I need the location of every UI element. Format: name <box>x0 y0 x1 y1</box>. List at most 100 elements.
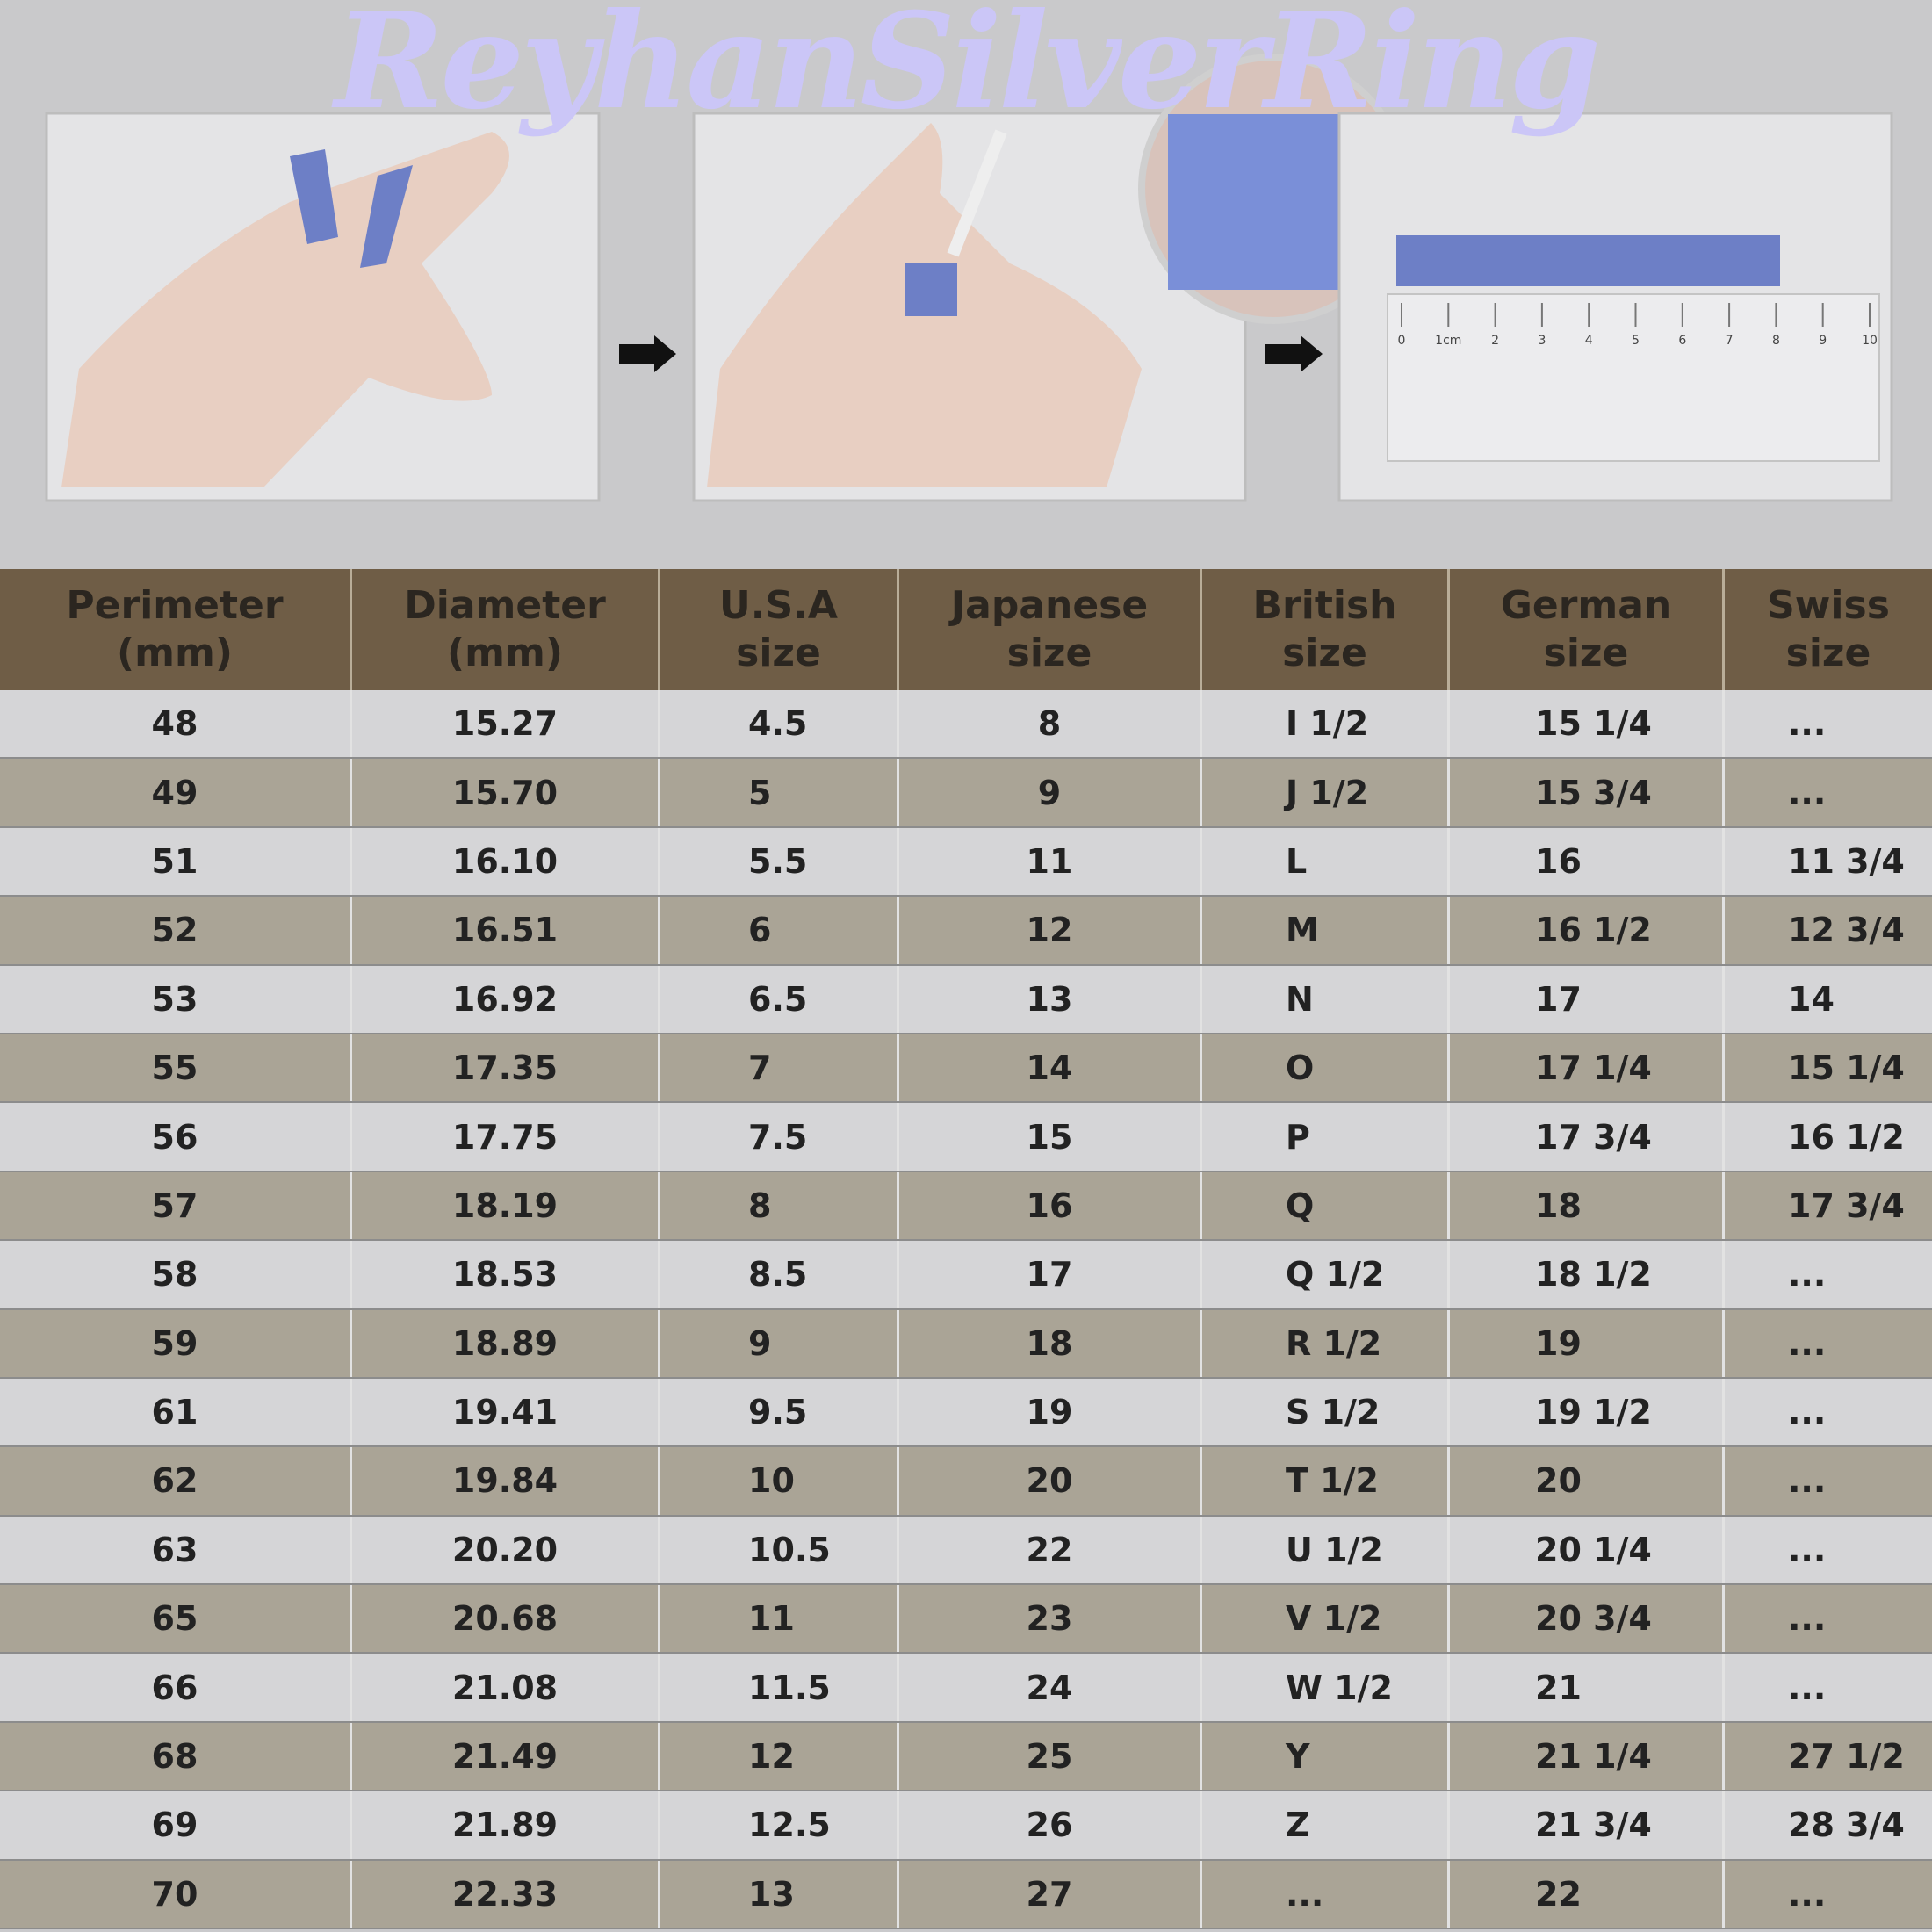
table-cell: 11 <box>899 827 1202 896</box>
header-text: Perimeter <box>66 583 284 628</box>
ruler-label: 2 <box>1491 334 1499 348</box>
table-cell: 18 <box>899 1309 1202 1377</box>
table-cell: 14 <box>1788 979 1835 1019</box>
table-cell: M <box>1202 897 1450 964</box>
header-text: size <box>1785 631 1871 675</box>
table-cell: 11.5 <box>660 1654 899 1721</box>
table-cell: 9 <box>660 1309 899 1377</box>
table-row: 56 17.75 7.5 15 P 17 3/4 16 1/2 <box>0 1103 1932 1172</box>
table-cell: ... <box>1788 1874 1827 1914</box>
table-cell: 20 1/4 <box>1450 1516 1725 1584</box>
table-cell: 69 <box>0 1791 352 1859</box>
table-row: 58 18.53 8.5 17 Q 1/2 18 1/2... <box>0 1241 1932 1310</box>
header-text: (mm) <box>117 631 233 675</box>
table-row: 69 21.89 12.5 26 Z 21 3/4 28 3/4 <box>0 1791 1932 1861</box>
table-cell: 17.75 <box>352 1103 660 1171</box>
table-cell: ... <box>1788 1461 1827 1501</box>
table-cell: 53 <box>0 965 352 1033</box>
table-cell: 27 <box>899 1860 1202 1928</box>
table-cell: 20 <box>1450 1447 1725 1515</box>
header-text: (mm) <box>447 631 563 675</box>
table-cell: 8 <box>660 1171 899 1240</box>
table-cell: 23 <box>899 1585 1202 1653</box>
table-cell: 66 <box>0 1654 352 1721</box>
table-row: 57 18.19 8 16 Q 18 17 3/4 <box>0 1171 1932 1242</box>
table-cell: 21.49 <box>352 1722 660 1791</box>
ruler-label: 1cm <box>1435 334 1461 348</box>
header-text: Swiss <box>1767 583 1890 628</box>
table-cell: 17 <box>1450 965 1725 1033</box>
table-cell: 19 <box>1450 1309 1725 1377</box>
table-cell: 12 <box>899 897 1202 964</box>
table-cell: ... <box>1788 1393 1827 1432</box>
table-cell: ... <box>1788 1668 1827 1707</box>
paper-strip <box>1396 235 1780 286</box>
header-cell: Diameter (mm) <box>352 569 660 690</box>
ruler-label: 5 <box>1632 334 1640 348</box>
table-cell: 11 <box>660 1585 899 1653</box>
arrow <box>619 335 676 372</box>
table-cell: 20.20 <box>352 1516 660 1584</box>
table-cell: ... <box>1788 773 1827 812</box>
table-cell: 61 <box>0 1378 352 1446</box>
table-row: 49 15.70 5 9 J 1/2 15 3/4... <box>0 759 1932 828</box>
header-cell: U.S.A size <box>660 569 899 690</box>
table-cell: 19.84 <box>352 1447 660 1515</box>
table-cell: ... <box>1788 1255 1827 1294</box>
table-cell: 20.68 <box>352 1585 660 1653</box>
ruler <box>1387 293 1880 462</box>
ruler-label: 0 <box>1398 334 1406 348</box>
header-cell: Perimeter (mm) <box>0 569 352 690</box>
table-row: 51 16.10 5.5 11 L 16 11 3/4 <box>0 827 1932 898</box>
table-cell: 16.51 <box>352 897 660 964</box>
table-cell: 48 <box>0 690 352 758</box>
table-cell: 28 3/4 <box>1788 1806 1905 1845</box>
header-text: Diameter <box>404 583 606 628</box>
table-cell: O <box>1202 1034 1450 1102</box>
table-cell: ... <box>1788 704 1827 744</box>
table-cell: Z <box>1202 1791 1450 1859</box>
table-cell: 9.5 <box>660 1378 899 1446</box>
table-row: 70 22.33 13 27... 22... <box>0 1860 1932 1930</box>
table-cell: Q <box>1202 1171 1450 1240</box>
paper-strip <box>905 263 957 316</box>
table-cell: L <box>1202 827 1450 896</box>
ruler-labels: 0 1cm 2 3 4 5 6 7 8 9 10 <box>1398 303 1878 348</box>
table-cell: Y <box>1202 1722 1450 1791</box>
table-cell: J 1/2 <box>1202 759 1450 826</box>
table-cell: N <box>1202 965 1450 1033</box>
table-cell: 8 <box>899 690 1202 758</box>
header-cell: Japanese size <box>899 569 1202 690</box>
table-cell: 21.89 <box>352 1791 660 1859</box>
table-cell: W 1/2 <box>1202 1654 1450 1721</box>
table-cell: 20 3/4 <box>1450 1585 1725 1653</box>
ruler-label: 6 <box>1678 334 1686 348</box>
table-cell: 7.5 <box>660 1103 899 1171</box>
table-cell: 15 <box>899 1103 1202 1171</box>
table-cell: I 1/2 <box>1202 690 1450 758</box>
table-row: 48 15.27 4.5 8 I 1/2 15 1/4... <box>0 690 1932 760</box>
table-cell: P <box>1202 1103 1450 1171</box>
table-cell: 51 <box>0 827 352 896</box>
table-cell: 24 <box>899 1654 1202 1721</box>
header-cell: Swiss size <box>1725 569 1932 690</box>
table-cell: 26 <box>899 1791 1202 1859</box>
header-row: Perimeter (mm) Diameter (mm) U.S.A size Japane… <box>0 569 1932 690</box>
table-cell: 15.70 <box>352 759 660 826</box>
table-cell: 18.53 <box>352 1241 660 1308</box>
table-cell: 52 <box>0 897 352 964</box>
header-text: size <box>1282 631 1367 675</box>
table-cell: 16 1/2 <box>1450 897 1725 964</box>
table-cell: 6.5 <box>660 965 899 1033</box>
ruler-label: 3 <box>1538 334 1546 348</box>
table-cell: 13 <box>899 965 1202 1033</box>
table-cell: 22 <box>899 1516 1202 1584</box>
table-row: 62 19.84 10 20 T 1/2 20... <box>0 1447 1932 1517</box>
table-cell: U 1/2 <box>1202 1516 1450 1584</box>
table-cell: 19.41 <box>352 1378 660 1446</box>
table-cell: 15 1/4 <box>1788 1049 1905 1088</box>
table-cell: 10 <box>660 1447 899 1515</box>
table-cell: 21 1/4 <box>1450 1722 1725 1791</box>
size-table: Perimeter (mm) Diameter (mm) U.S.A size Japane… <box>0 569 1932 1930</box>
